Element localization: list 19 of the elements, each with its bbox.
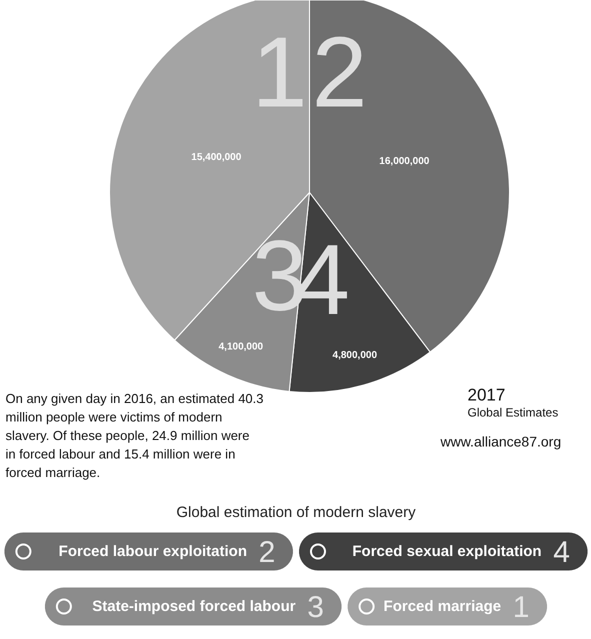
text: 2 (312, 16, 368, 129)
text: 3 (307, 591, 324, 624)
text: On any given day in 2016, an estimated 40.3 million people were victims of modern slavery. Of these people, 24.9 million were in forced labour and 15.4 million were in forced marriage. (6, 391, 264, 480)
data-label: 15,400,000 (191, 152, 242, 163)
legend-label: State-imposed forced labour (92, 598, 296, 615)
text: 4 (553, 536, 570, 569)
text: www.alliance87.org (440, 434, 562, 450)
data-label: 16,000,000 (379, 156, 430, 168)
legend-title: Global estimation of modern slavery (176, 504, 416, 521)
legend-label: Forced sexual exploitation (352, 543, 542, 560)
legend-label: Forced labour exploitation (58, 543, 248, 560)
text: 1 (512, 591, 530, 624)
text: Global Estimates (468, 406, 558, 420)
text: 2017 (468, 386, 506, 404)
data-label: 4,100,000 (218, 341, 264, 352)
data-label: 4,800,000 (332, 350, 378, 361)
legend-label: Forced marriage (384, 598, 502, 615)
text: 1 (252, 16, 308, 129)
text: 2 (258, 536, 276, 569)
